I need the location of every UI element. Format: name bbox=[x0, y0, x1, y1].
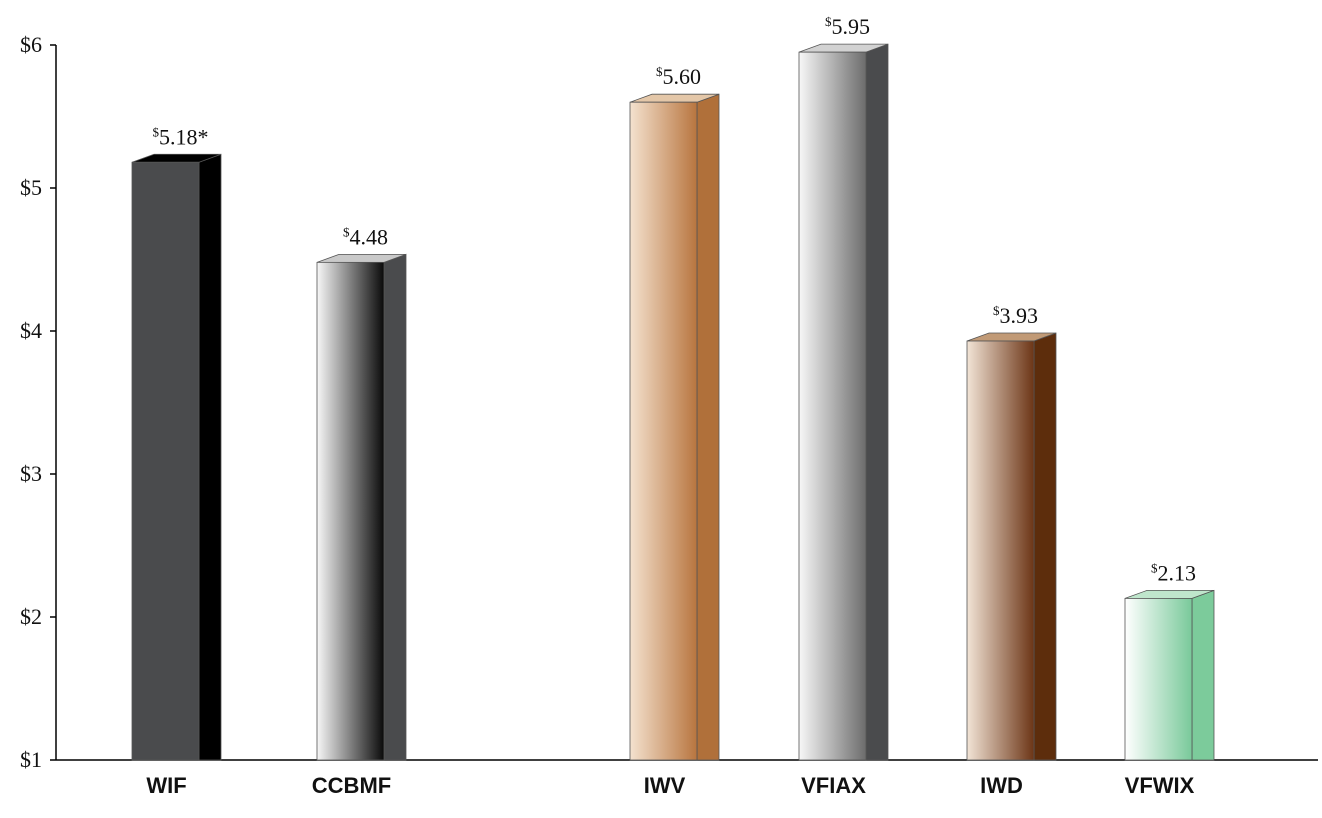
bar-side-face bbox=[696, 93, 720, 761]
bar-iwd bbox=[966, 332, 1057, 761]
bar-iwv bbox=[629, 93, 720, 761]
bar-side-face bbox=[198, 153, 222, 761]
data-label-value: 4.48 bbox=[350, 224, 389, 249]
data-label-value: 2.13 bbox=[1158, 560, 1197, 585]
bar-side-face bbox=[865, 43, 889, 761]
bar-front-face bbox=[798, 51, 867, 761]
bar-front-face bbox=[966, 340, 1035, 761]
bar-vfwix bbox=[1124, 589, 1215, 761]
y-tick-label: $1 bbox=[20, 747, 42, 772]
data-label-value: 5.18* bbox=[159, 124, 209, 149]
bar-wif bbox=[131, 153, 222, 761]
data-label-prefix: $ bbox=[656, 64, 663, 79]
data-label-prefix: $ bbox=[343, 224, 350, 239]
y-tick-label: $2 bbox=[20, 604, 42, 629]
x-tick-label: WIF bbox=[146, 773, 186, 798]
labels: $5.18* WIF $4.48 CCBMF $5.60 IWV $5.95 VFIAX $3.… bbox=[146, 14, 1196, 798]
data-label-prefix: $ bbox=[1151, 560, 1158, 575]
x-tick-label: VFIAX bbox=[801, 773, 866, 798]
data-label: $5.18* bbox=[153, 124, 209, 149]
bar-side-face bbox=[1191, 589, 1215, 761]
bar-ccbmf bbox=[316, 253, 407, 761]
axes: $1 $2 $3 $4 $5 $6 bbox=[20, 32, 1318, 772]
data-label-prefix: $ bbox=[825, 14, 832, 29]
x-tick-label: CCBMF bbox=[312, 773, 391, 798]
bar-front-face bbox=[1124, 598, 1193, 761]
data-label: $3.93 bbox=[993, 303, 1038, 328]
bar-front-face bbox=[131, 161, 200, 761]
x-tick-label: IWV bbox=[644, 773, 686, 798]
bar-vfiax bbox=[798, 43, 889, 761]
bar-front-face bbox=[316, 261, 385, 761]
data-label: $5.60 bbox=[656, 64, 701, 89]
data-label: $5.95 bbox=[825, 14, 870, 39]
data-label-prefix: $ bbox=[993, 303, 1000, 318]
data-label: $4.48 bbox=[343, 224, 388, 249]
x-tick-label: IWD bbox=[980, 773, 1023, 798]
y-tick-label: $4 bbox=[20, 318, 42, 343]
data-label: $2.13 bbox=[1151, 560, 1196, 585]
data-label-value: 3.93 bbox=[1000, 303, 1039, 328]
data-label-value: 5.95 bbox=[832, 14, 871, 39]
bar-side-face bbox=[383, 253, 407, 761]
y-tick-label: $3 bbox=[20, 461, 42, 486]
bar-front-face bbox=[629, 101, 698, 761]
y-tick-label: $5 bbox=[20, 175, 42, 200]
data-label-value: 5.60 bbox=[663, 64, 702, 89]
bars bbox=[131, 43, 1215, 761]
x-tick-label: VFWIX bbox=[1125, 773, 1195, 798]
bar-side-face bbox=[1033, 332, 1057, 761]
data-label-prefix: $ bbox=[153, 124, 160, 139]
y-tick-label: $6 bbox=[20, 32, 42, 57]
